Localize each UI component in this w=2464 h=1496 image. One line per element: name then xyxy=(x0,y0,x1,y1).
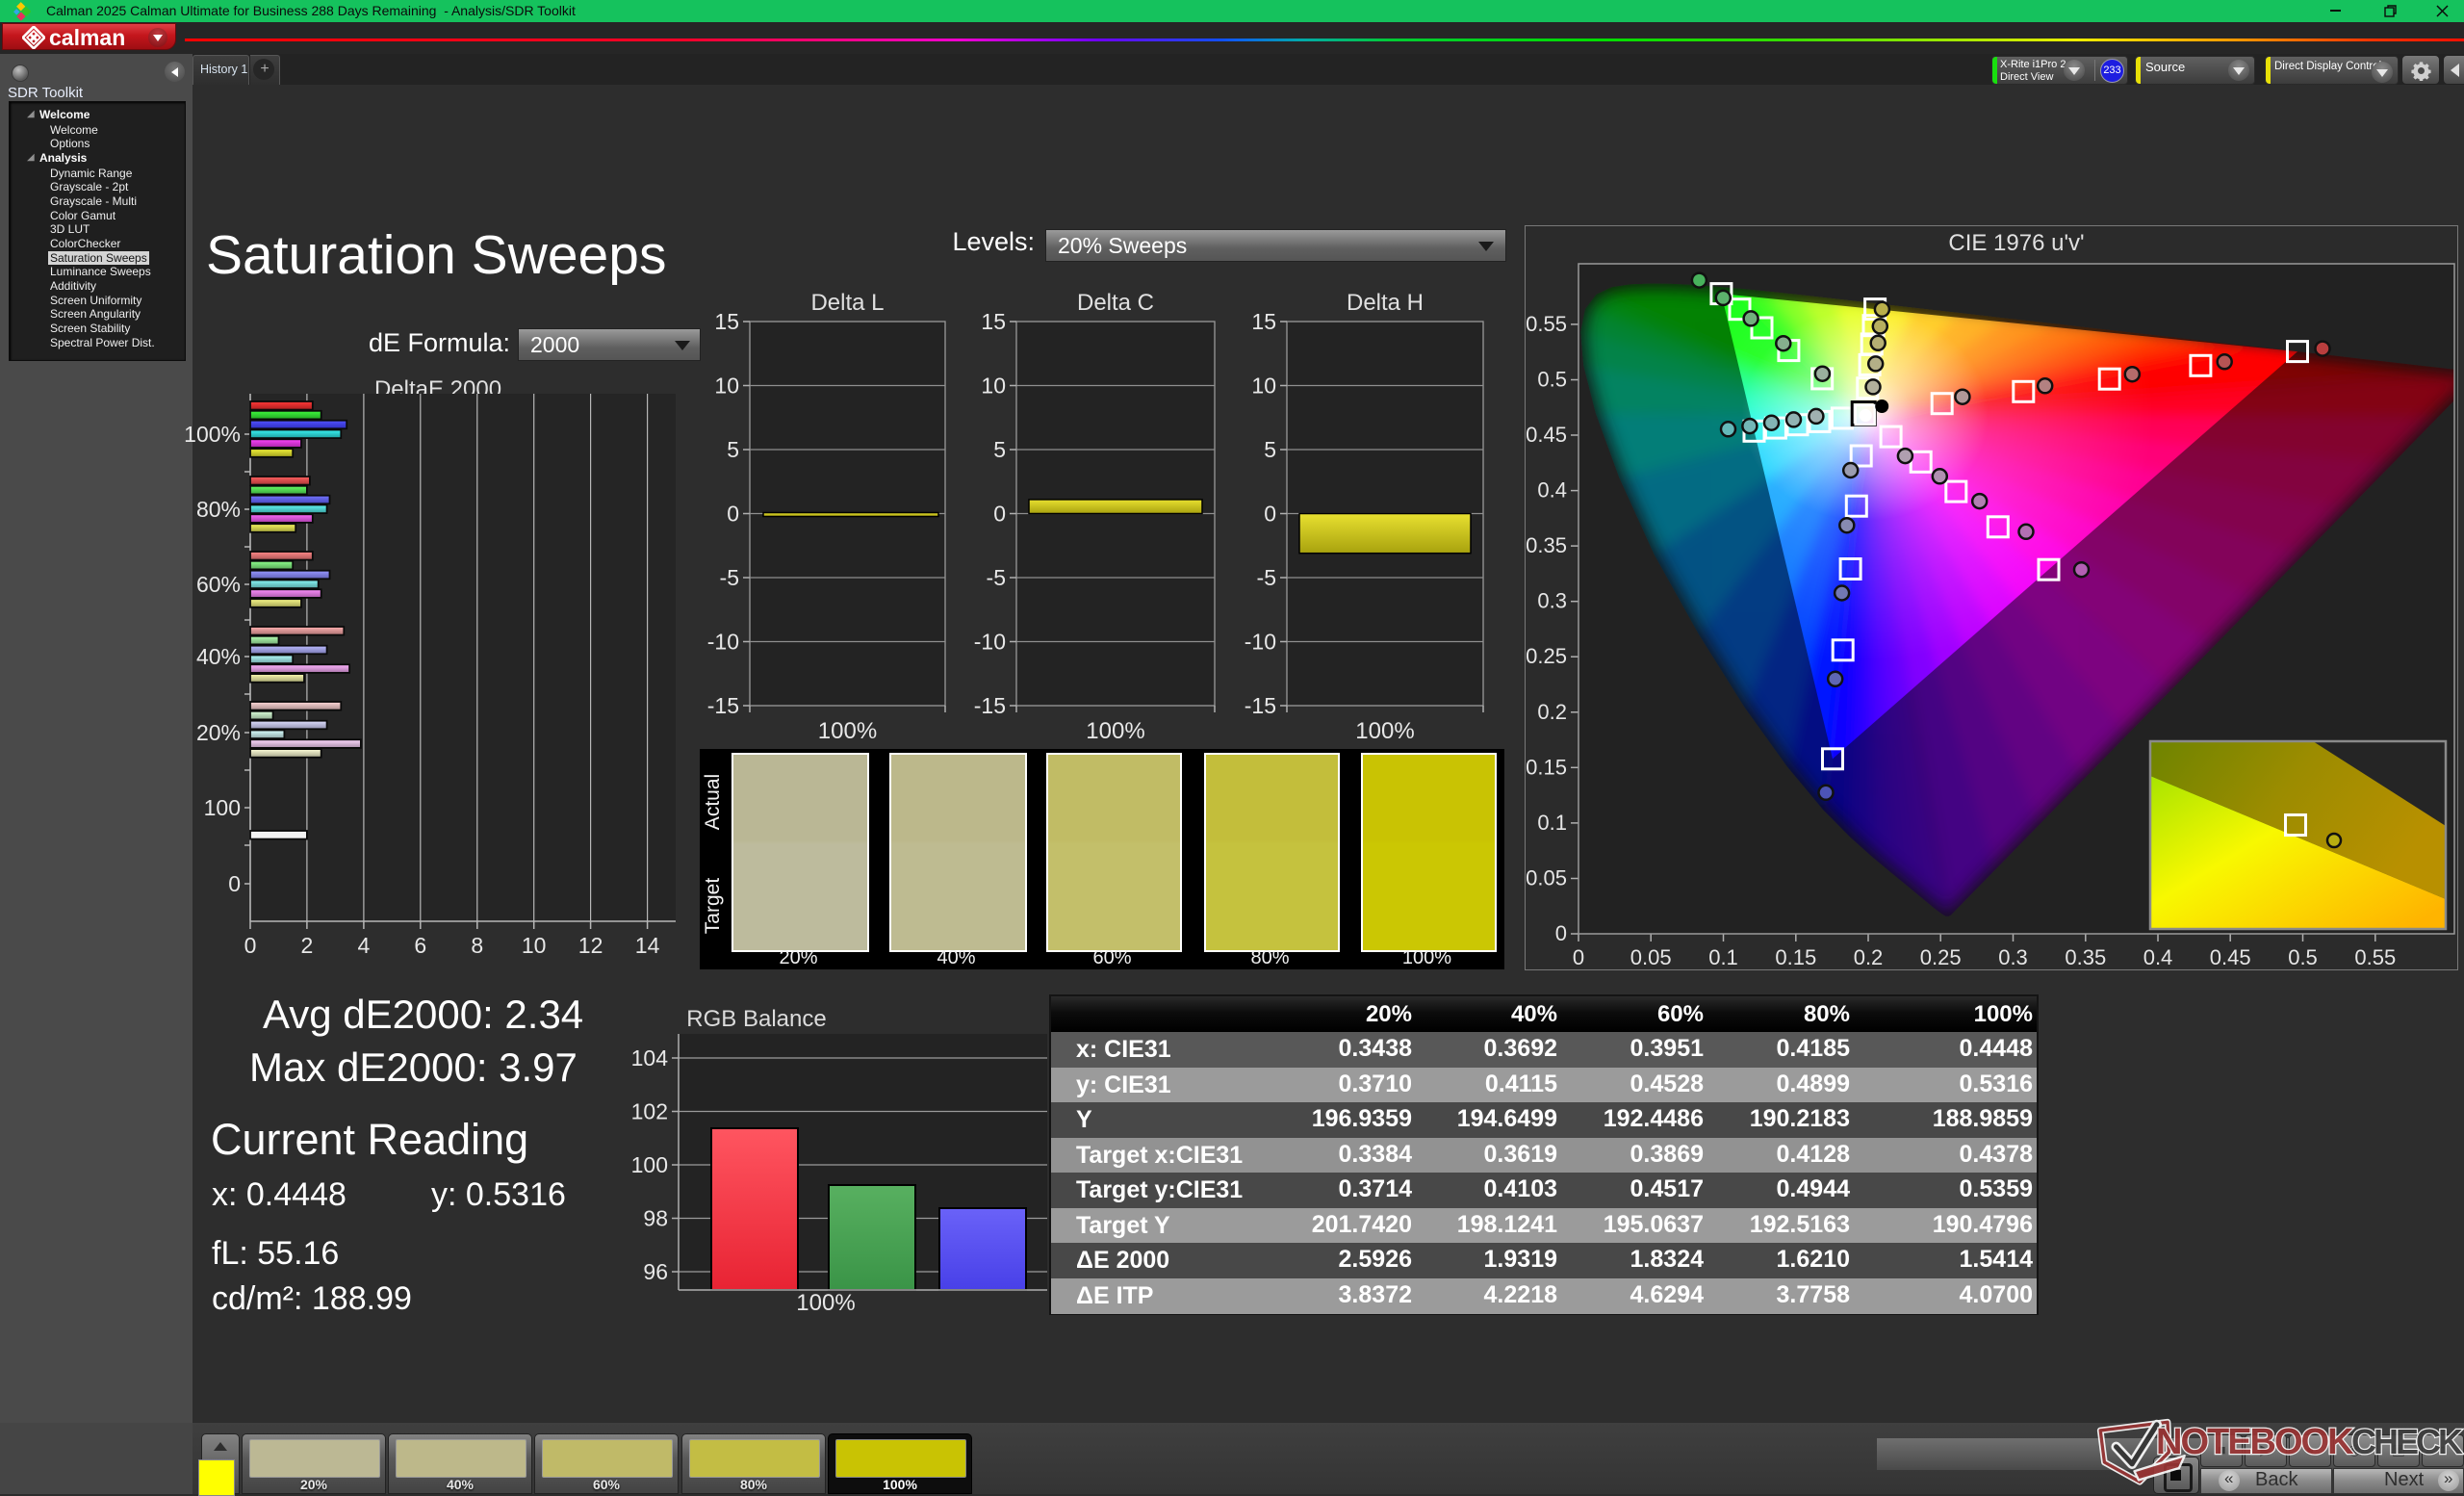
svg-text:0: 0 xyxy=(228,871,241,896)
svg-text:2: 2 xyxy=(301,933,314,953)
svg-text:-5: -5 xyxy=(1257,565,1276,590)
svg-text:-10: -10 xyxy=(974,630,1006,655)
svg-text:0.05: 0.05 xyxy=(1526,866,1567,890)
svg-text:104: 104 xyxy=(631,1045,669,1070)
svg-text:0: 0 xyxy=(1555,921,1567,945)
svg-text:0.45: 0.45 xyxy=(1526,423,1567,447)
svg-text:-15: -15 xyxy=(707,693,739,718)
svg-text:Delta H: Delta H xyxy=(1347,290,1424,316)
svg-text:4: 4 xyxy=(358,933,371,953)
svg-text:Delta L: Delta L xyxy=(810,290,884,316)
svg-text:20%: 20% xyxy=(196,720,241,745)
svg-text:0: 0 xyxy=(1573,945,1584,969)
svg-text:-5: -5 xyxy=(987,565,1006,590)
svg-text:0.45: 0.45 xyxy=(2210,945,2251,969)
svg-text:0.3: 0.3 xyxy=(1537,589,1567,613)
svg-text:0: 0 xyxy=(727,502,739,527)
svg-text:98: 98 xyxy=(643,1206,668,1231)
svg-text:0.5: 0.5 xyxy=(2288,945,2318,969)
svg-text:0.4: 0.4 xyxy=(1537,478,1567,503)
svg-text:100: 100 xyxy=(631,1152,668,1177)
svg-text:100%: 100% xyxy=(796,1290,855,1316)
svg-text:0.2: 0.2 xyxy=(1854,945,1884,969)
svg-text:0.2: 0.2 xyxy=(1537,700,1567,724)
svg-text:40%: 40% xyxy=(196,644,241,669)
svg-text:100%: 100% xyxy=(1355,718,1414,744)
svg-text:0.15: 0.15 xyxy=(1775,945,1816,969)
svg-text:-10: -10 xyxy=(1245,630,1276,655)
svg-text:0.15: 0.15 xyxy=(1526,755,1567,779)
svg-text:0.1: 0.1 xyxy=(1537,811,1567,835)
svg-text:0.1: 0.1 xyxy=(1708,945,1738,969)
svg-text:102: 102 xyxy=(631,1099,668,1124)
svg-text:15: 15 xyxy=(981,309,1006,334)
svg-text:0.35: 0.35 xyxy=(1526,533,1567,557)
svg-text:10: 10 xyxy=(714,374,739,399)
svg-text:100%: 100% xyxy=(818,718,877,744)
svg-text:0.25: 0.25 xyxy=(1526,644,1567,668)
svg-text:-10: -10 xyxy=(707,630,739,655)
svg-text:12: 12 xyxy=(578,933,603,953)
svg-text:80%: 80% xyxy=(196,497,241,522)
svg-text:0.05: 0.05 xyxy=(1630,945,1672,969)
svg-text:100%: 100% xyxy=(184,422,241,447)
svg-text:5: 5 xyxy=(727,437,739,462)
svg-text:96: 96 xyxy=(643,1259,668,1284)
svg-text:0.35: 0.35 xyxy=(2065,945,2106,969)
svg-text:60%: 60% xyxy=(196,572,241,597)
svg-text:0: 0 xyxy=(993,502,1006,527)
svg-text:0.4: 0.4 xyxy=(2143,945,2173,969)
svg-text:100%: 100% xyxy=(1086,718,1144,744)
svg-text:-15: -15 xyxy=(1245,693,1276,718)
svg-text:0.5: 0.5 xyxy=(1537,368,1567,392)
svg-text:NOTEBOOK: NOTEBOOK xyxy=(2156,1422,2354,1462)
svg-text:10: 10 xyxy=(1251,374,1276,399)
svg-text:0.55: 0.55 xyxy=(1526,312,1567,336)
svg-text:Delta C: Delta C xyxy=(1077,290,1154,316)
svg-text:-5: -5 xyxy=(720,565,739,590)
svg-text:14: 14 xyxy=(635,933,660,953)
svg-text:6: 6 xyxy=(414,933,426,953)
svg-text:-15: -15 xyxy=(974,693,1006,718)
svg-text:15: 15 xyxy=(1251,309,1276,334)
svg-text:0.25: 0.25 xyxy=(1920,945,1962,969)
svg-text:0.55: 0.55 xyxy=(2354,945,2396,969)
svg-text:CIE 1976 u'v': CIE 1976 u'v' xyxy=(1948,230,2084,256)
svg-text:10: 10 xyxy=(522,933,547,953)
svg-text:5: 5 xyxy=(1264,437,1276,462)
svg-text:100: 100 xyxy=(204,795,241,820)
svg-text:CHECK: CHECK xyxy=(2351,1422,2463,1461)
svg-text:15: 15 xyxy=(714,309,739,334)
svg-text:0: 0 xyxy=(244,933,257,953)
svg-text:10: 10 xyxy=(981,374,1006,399)
svg-text:5: 5 xyxy=(993,437,1006,462)
svg-text:RGB Balance: RGB Balance xyxy=(686,1006,826,1032)
svg-text:0.3: 0.3 xyxy=(1998,945,2028,969)
svg-text:8: 8 xyxy=(471,933,483,953)
svg-text:0: 0 xyxy=(1264,502,1276,527)
